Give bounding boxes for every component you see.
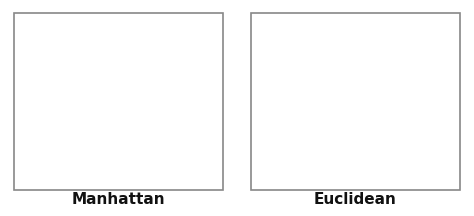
Text: y: y [144,20,155,38]
Text: x: x [25,110,36,128]
Text: Manhattan: Manhattan [72,192,165,207]
Text: y: y [412,27,424,45]
Text: x: x [268,142,280,160]
Text: Euclidean: Euclidean [314,192,397,207]
